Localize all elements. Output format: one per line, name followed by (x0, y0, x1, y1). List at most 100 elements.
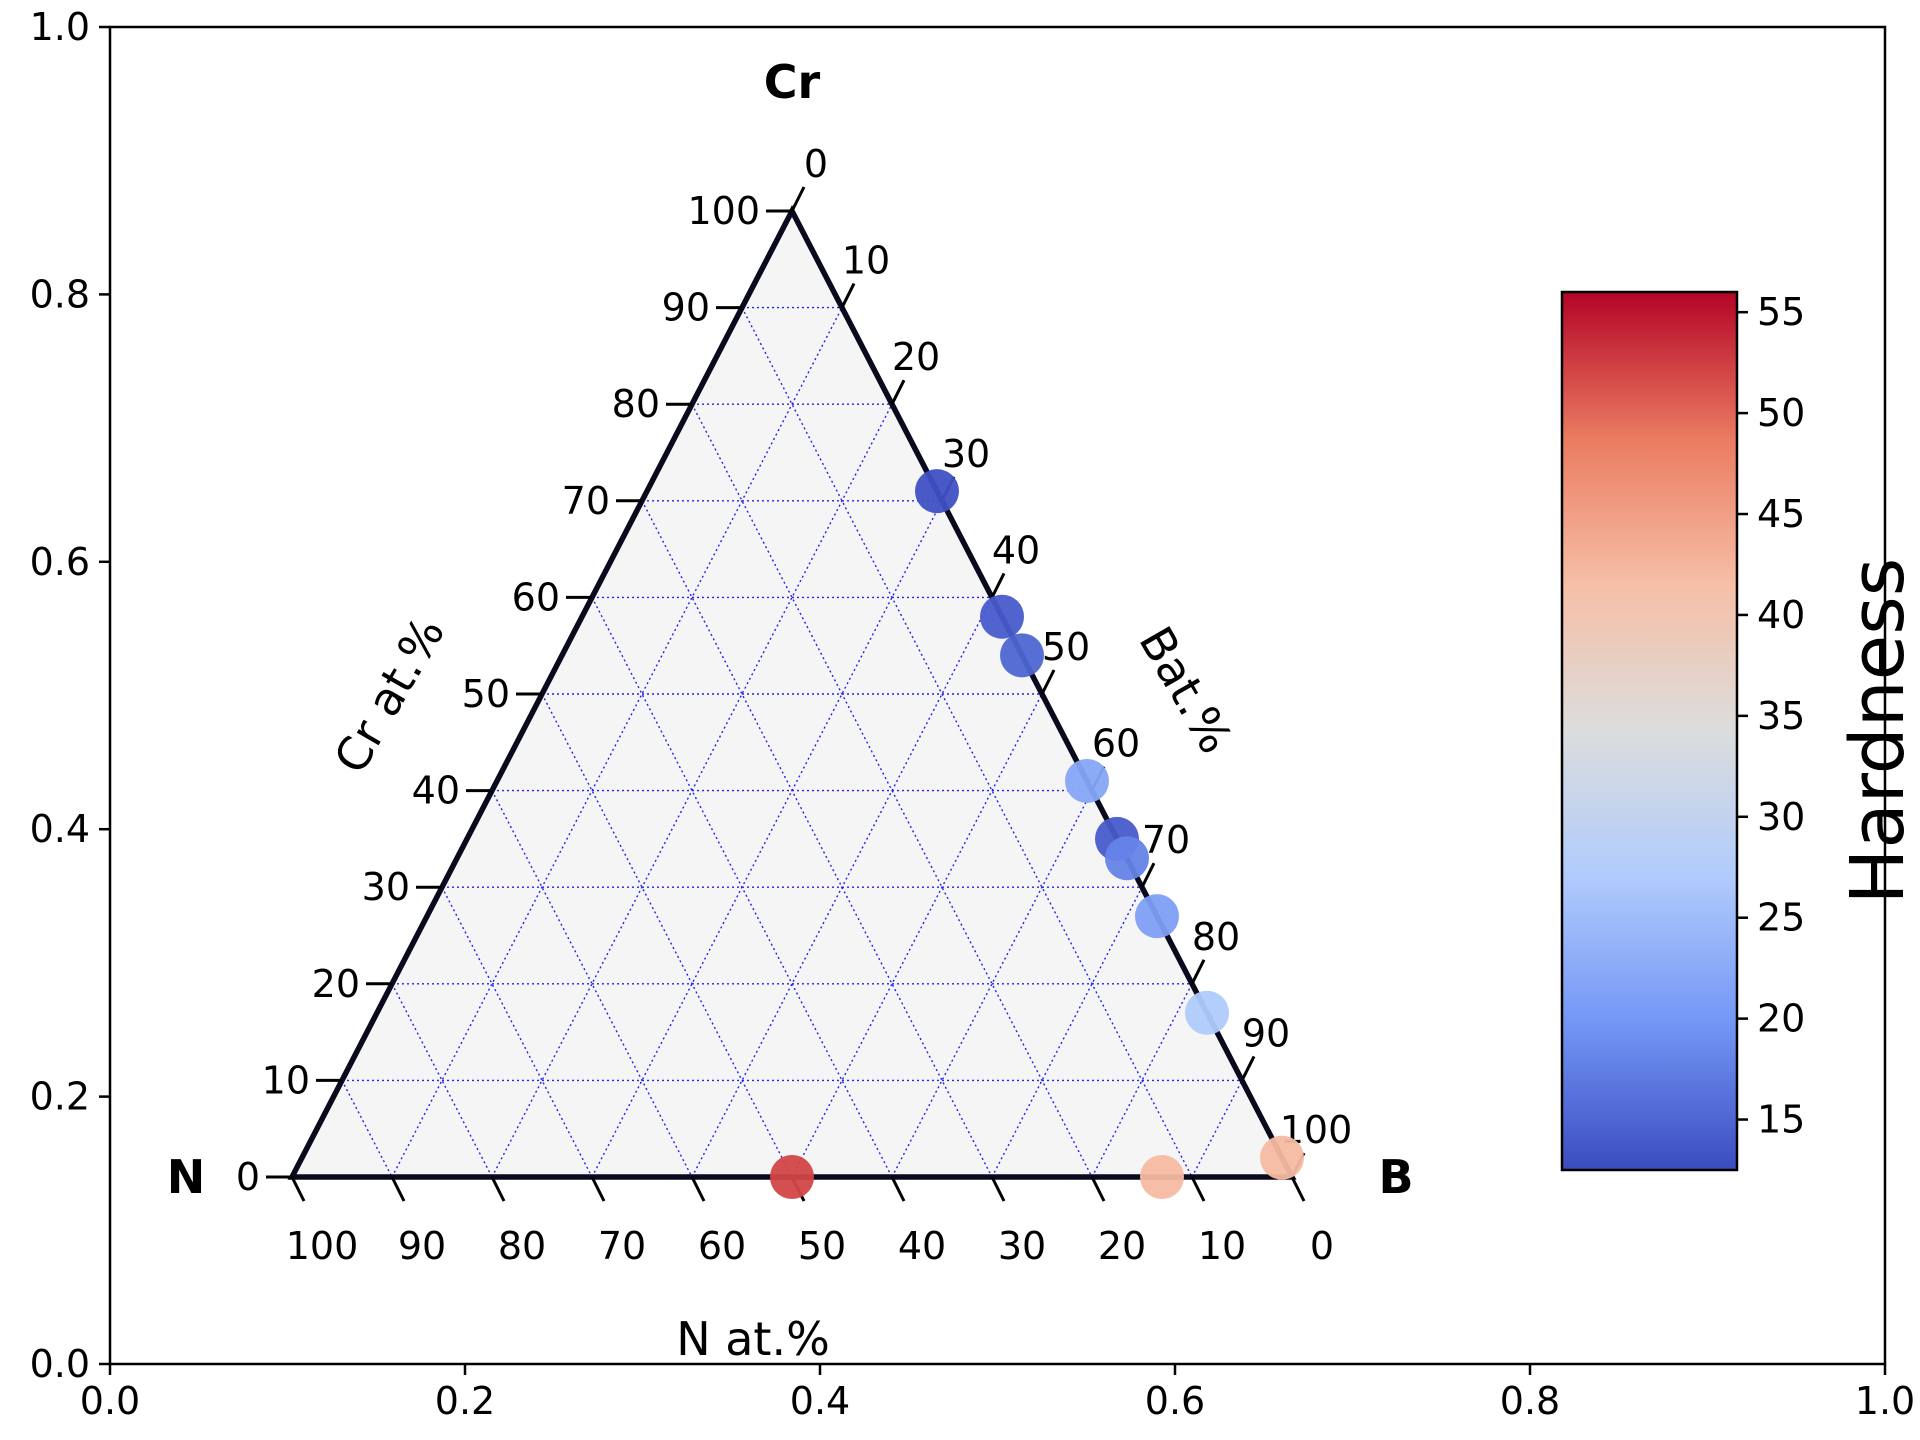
corner-label-right: B (1378, 1150, 1413, 1204)
bottom-tick-mark (390, 1176, 406, 1202)
left-tick-label: 40 (412, 769, 460, 813)
data-point (1105, 836, 1149, 881)
bottom-tick-label: 100 (286, 1224, 359, 1268)
grid-line-b (691, 597, 993, 1178)
colorbar-tick-label: 45 (1757, 492, 1805, 536)
bottom-tick-label: 60 (698, 1224, 746, 1268)
bottom-tick-label: 0 (1310, 1224, 1334, 1268)
x-tick-label: 0.0 (80, 1379, 140, 1423)
grid-line-n (591, 597, 893, 1178)
frame-border (108, 25, 1887, 1366)
right-tick-label: 40 (992, 528, 1040, 572)
colorbar-tick-label: 30 (1757, 795, 1805, 839)
grid-line-b (1191, 1080, 1243, 1178)
bottom-tick-mark (490, 1176, 506, 1202)
right-tick-mark (1240, 1055, 1256, 1082)
right-tick-label: 70 (1142, 818, 1190, 862)
colorbar-tick-label: 40 (1757, 593, 1805, 637)
right-tick-label: 0 (804, 142, 828, 186)
bottom-tick-label: 70 (598, 1224, 646, 1268)
x-tick-label: 0.8 (1500, 1379, 1560, 1423)
bottom-tick-label: 90 (398, 1224, 446, 1268)
x-tick-label: 0.6 (1145, 1379, 1205, 1423)
right-tick-label: 80 (1192, 915, 1240, 959)
bottom-tick-label: 40 (898, 1224, 946, 1268)
colorbar: Hardness 15 20 25 30 35 40 45 50 55 (1560, 290, 1920, 1172)
left-tick-label: 80 (612, 382, 660, 426)
left-tick-label: 0 (236, 1155, 260, 1199)
left-tick-label: 90 (662, 286, 710, 330)
left-tick-label: 20 (312, 962, 360, 1006)
y-tick-label: 0.8 (30, 272, 90, 316)
right-tick-mark (990, 572, 1006, 599)
colorbar-tick-label: 15 (1757, 1098, 1805, 1142)
data-point (770, 1155, 814, 1199)
colorbar-tick-label: 55 (1757, 290, 1805, 334)
data-point (1135, 894, 1179, 939)
grid-line-b (1091, 983, 1193, 1178)
right-tick-mark (790, 186, 806, 212)
right-tick-label: 90 (1242, 1011, 1290, 1055)
bottom-tick-mark (1290, 1176, 1306, 1202)
data-points (770, 469, 1304, 1199)
grid-line-n (441, 886, 593, 1178)
ternary-ticks: 0102030405060708090100010203040506070809… (236, 142, 1352, 1268)
right-tick-label: 60 (1092, 722, 1140, 766)
right-tick-label: 30 (942, 432, 990, 476)
grid-line-b (391, 307, 843, 1178)
bottom-tick-label: 50 (798, 1224, 846, 1268)
grid-line-b (791, 693, 1043, 1178)
outer-axes: 0.0 0.2 0.4 0.6 0.8 1.0 0.0 0.2 0.4 0.6 0.8 1.0 (30, 5, 1916, 1423)
grid-line-n (741, 307, 1193, 1178)
bottom-tick-mark (1090, 1176, 1106, 1202)
bottom-tick-label: 20 (1098, 1224, 1146, 1268)
left-tick-label: 70 (562, 479, 610, 523)
colorbar-tick-label: 20 (1757, 997, 1805, 1041)
data-point (1185, 990, 1229, 1035)
colorbar-tick-label: 50 (1757, 391, 1805, 435)
data-point (915, 469, 959, 514)
bottom-tick-label: 10 (1198, 1224, 1246, 1268)
left-tick-label: 30 (362, 865, 410, 909)
right-tick-label: 50 (1042, 625, 1090, 669)
right-tick-mark (1190, 959, 1206, 985)
bottom-tick-mark (690, 1176, 706, 1202)
left-tick-label: 100 (687, 189, 760, 233)
data-point (980, 594, 1024, 639)
right-tick-mark (840, 282, 856, 309)
right-tick-mark (890, 379, 906, 405)
colorbar-title: Hardness (1835, 558, 1920, 905)
right-tick-mark (1040, 669, 1056, 695)
right-tick-mark (1140, 862, 1156, 888)
y-tick-label: 0.4 (30, 807, 90, 851)
x-tick-label: 0.2 (435, 1379, 495, 1423)
left-tick-label: 60 (512, 575, 560, 619)
bottom-tick-mark (990, 1176, 1006, 1202)
x-tick-label: 0.4 (790, 1379, 850, 1423)
bottom-tick-mark (890, 1176, 906, 1202)
grid-line-n (391, 983, 493, 1178)
bottom-tick-label: 30 (998, 1224, 1046, 1268)
bottom-tick-label: 80 (498, 1224, 546, 1268)
left-tick-label: 50 (462, 672, 510, 716)
grid-line-b (591, 500, 943, 1178)
left-tick-label: 10 (262, 1058, 310, 1102)
axis-label-bottom: N at.% (676, 1312, 830, 1366)
y-tick-label: 0.2 (30, 1075, 90, 1119)
bottom-tick-mark (290, 1176, 306, 1202)
colorbar-tick-label: 25 (1757, 896, 1805, 940)
colorbar-tick-label: 35 (1757, 694, 1805, 738)
grid-line-n (641, 500, 993, 1178)
grid-line-n (541, 693, 793, 1178)
corner-label-left: N (167, 1150, 206, 1204)
x-tick-label: 1.0 (1855, 1379, 1915, 1423)
y-tick-label: 0.6 (30, 540, 90, 584)
grid-line-b (991, 886, 1143, 1178)
y-tick-label: 0.0 (30, 1342, 90, 1386)
right-tick-label: 10 (842, 239, 890, 283)
data-point (1140, 1155, 1184, 1199)
right-tick-label: 20 (892, 335, 940, 379)
grid-line-n (341, 1080, 393, 1178)
data-point (1065, 758, 1109, 803)
